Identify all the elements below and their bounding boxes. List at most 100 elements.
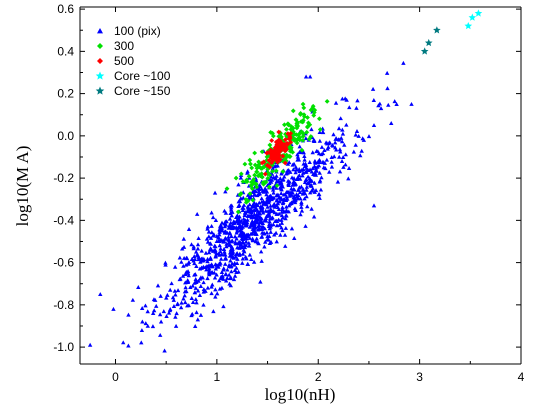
data-point xyxy=(271,222,276,227)
data-point xyxy=(264,192,269,197)
data-point xyxy=(371,98,377,102)
data-point xyxy=(233,175,239,181)
data-point xyxy=(194,211,200,216)
data-point xyxy=(262,226,267,231)
data-point xyxy=(193,323,198,328)
data-point xyxy=(268,174,274,179)
data-point xyxy=(313,160,318,165)
data-point xyxy=(216,234,221,239)
data-point xyxy=(267,177,273,182)
legend-marker-0 xyxy=(97,28,103,34)
data-point xyxy=(335,179,341,184)
data-point xyxy=(464,22,473,30)
data-point xyxy=(338,116,343,121)
data-point xyxy=(392,99,397,104)
data-point xyxy=(204,236,210,241)
data-point xyxy=(234,236,239,241)
data-point xyxy=(198,312,204,317)
data-point xyxy=(249,221,254,226)
data-point xyxy=(273,145,279,150)
data-point xyxy=(240,256,245,261)
data-point xyxy=(304,129,310,135)
data-point xyxy=(274,183,280,189)
data-point xyxy=(252,204,257,209)
data-point xyxy=(267,164,273,170)
data-point xyxy=(310,103,316,109)
data-point xyxy=(249,165,255,171)
data-point xyxy=(183,280,188,285)
data-point xyxy=(274,239,279,244)
data-point xyxy=(126,343,131,348)
data-point xyxy=(212,275,218,280)
data-point xyxy=(246,240,252,245)
data-point xyxy=(295,121,300,127)
data-point xyxy=(240,240,246,245)
data-point xyxy=(322,148,327,152)
data-point xyxy=(337,147,343,152)
data-point xyxy=(251,259,257,264)
data-point xyxy=(239,218,244,223)
data-point xyxy=(235,245,240,250)
data-point xyxy=(231,277,237,282)
data-point xyxy=(248,231,254,236)
data-point xyxy=(283,243,288,248)
data-point xyxy=(237,252,242,257)
data-point xyxy=(279,225,284,230)
data-point xyxy=(192,261,197,266)
data-point xyxy=(245,213,250,218)
data-point xyxy=(325,146,330,151)
data-point xyxy=(371,203,377,208)
data-point xyxy=(173,323,179,328)
data-point xyxy=(161,309,166,314)
data-point xyxy=(295,123,301,129)
data-point xyxy=(243,197,249,202)
data-point xyxy=(234,251,240,255)
data-point xyxy=(282,155,288,161)
data-point xyxy=(306,120,311,126)
data-point xyxy=(275,205,281,210)
data-point xyxy=(227,216,233,221)
data-point xyxy=(179,259,184,264)
data-point xyxy=(192,257,198,262)
data-point xyxy=(292,206,298,211)
data-point xyxy=(253,181,259,187)
data-point xyxy=(262,163,268,169)
data-point xyxy=(224,275,230,280)
data-point xyxy=(258,249,264,254)
data-point xyxy=(206,270,212,275)
data-point xyxy=(244,177,250,183)
data-point xyxy=(297,176,303,181)
data-point xyxy=(221,266,226,271)
data-point xyxy=(279,187,284,192)
data-point xyxy=(267,219,272,224)
data-point xyxy=(269,216,274,221)
data-point xyxy=(248,207,254,212)
data-point xyxy=(285,141,291,147)
data-point xyxy=(338,149,343,154)
data-point xyxy=(210,282,215,287)
data-point xyxy=(330,143,336,148)
data-point xyxy=(258,208,263,213)
data-point xyxy=(298,112,303,117)
data-point xyxy=(219,274,225,279)
data-point xyxy=(227,238,232,243)
data-point xyxy=(185,269,191,274)
data-point xyxy=(205,259,210,264)
data-point xyxy=(234,215,239,219)
data-point xyxy=(172,288,178,293)
data-point xyxy=(253,239,259,244)
data-point xyxy=(278,191,284,196)
data-point xyxy=(331,154,337,159)
data-point xyxy=(164,314,169,318)
data-point xyxy=(297,185,302,190)
data-point xyxy=(366,134,372,139)
data-point xyxy=(249,179,254,185)
data-point xyxy=(302,180,308,185)
ticks: 0 1 2 3 4 -1.0 -0.8 -0.6 -0.4 -0.2 0.0 0.2 0.4 0.6 xyxy=(53,2,524,384)
data-point xyxy=(181,263,186,268)
data-point xyxy=(312,158,318,163)
data-point xyxy=(216,238,221,243)
data-point xyxy=(291,138,297,143)
data-point xyxy=(205,285,211,290)
